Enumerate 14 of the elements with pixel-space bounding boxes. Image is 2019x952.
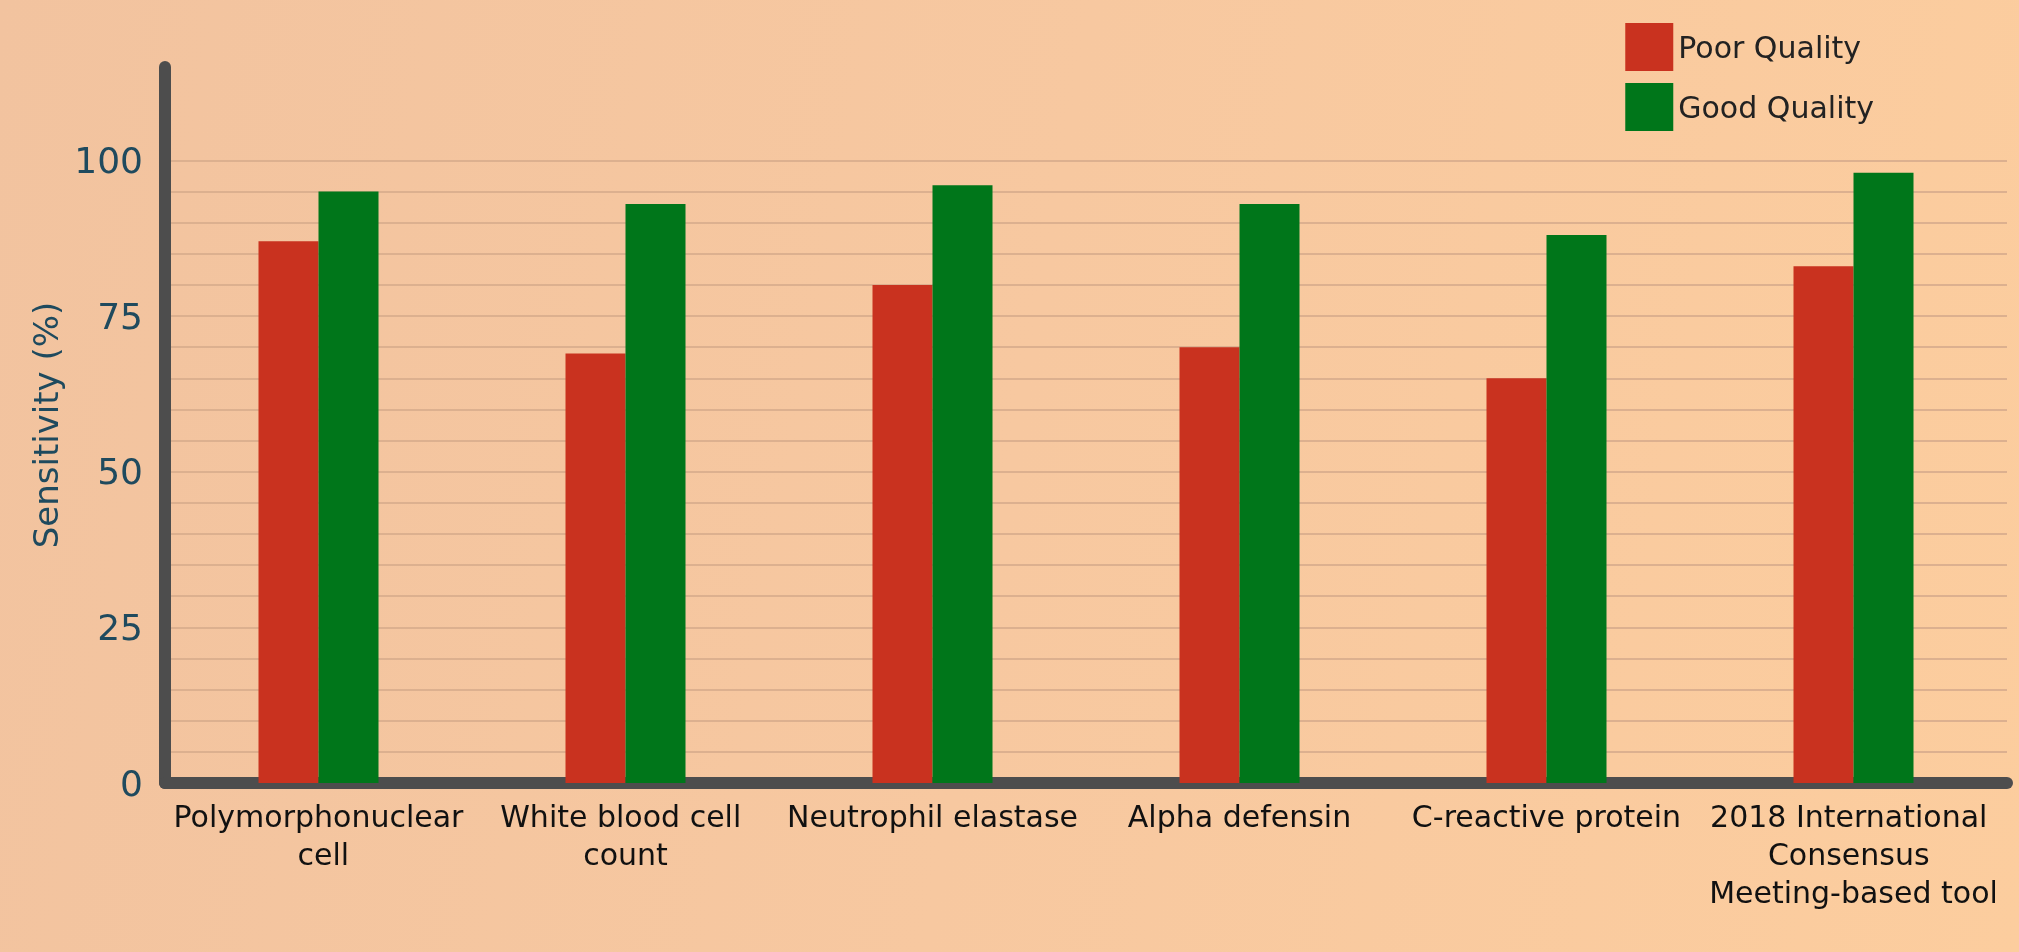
x-tick-label: White blood cell count (500, 798, 751, 872)
y-tick-label: 100 (74, 139, 143, 181)
x-tick-label: 2018 International Consensus Meeting-based tool (1709, 798, 1998, 910)
legend-label: Good Quality (1678, 89, 1874, 125)
x-tick-label: Polymorphonuclear cell (173, 798, 465, 872)
x-tick-label: Neutrophil elastase (786, 798, 1079, 834)
x-tick-label: Alpha defensin (1127, 798, 1352, 834)
y-tick-label: 25 (97, 606, 143, 648)
y-axis-title: Sensitivity (%) (26, 301, 67, 549)
legend-label: Poor Quality (1678, 29, 1862, 65)
y-tick-label: 50 (97, 451, 143, 493)
y-tick-label: 0 (120, 762, 143, 804)
y-tick-label: 75 (97, 295, 143, 337)
x-tick-label: C-reactive protein (1411, 798, 1682, 834)
